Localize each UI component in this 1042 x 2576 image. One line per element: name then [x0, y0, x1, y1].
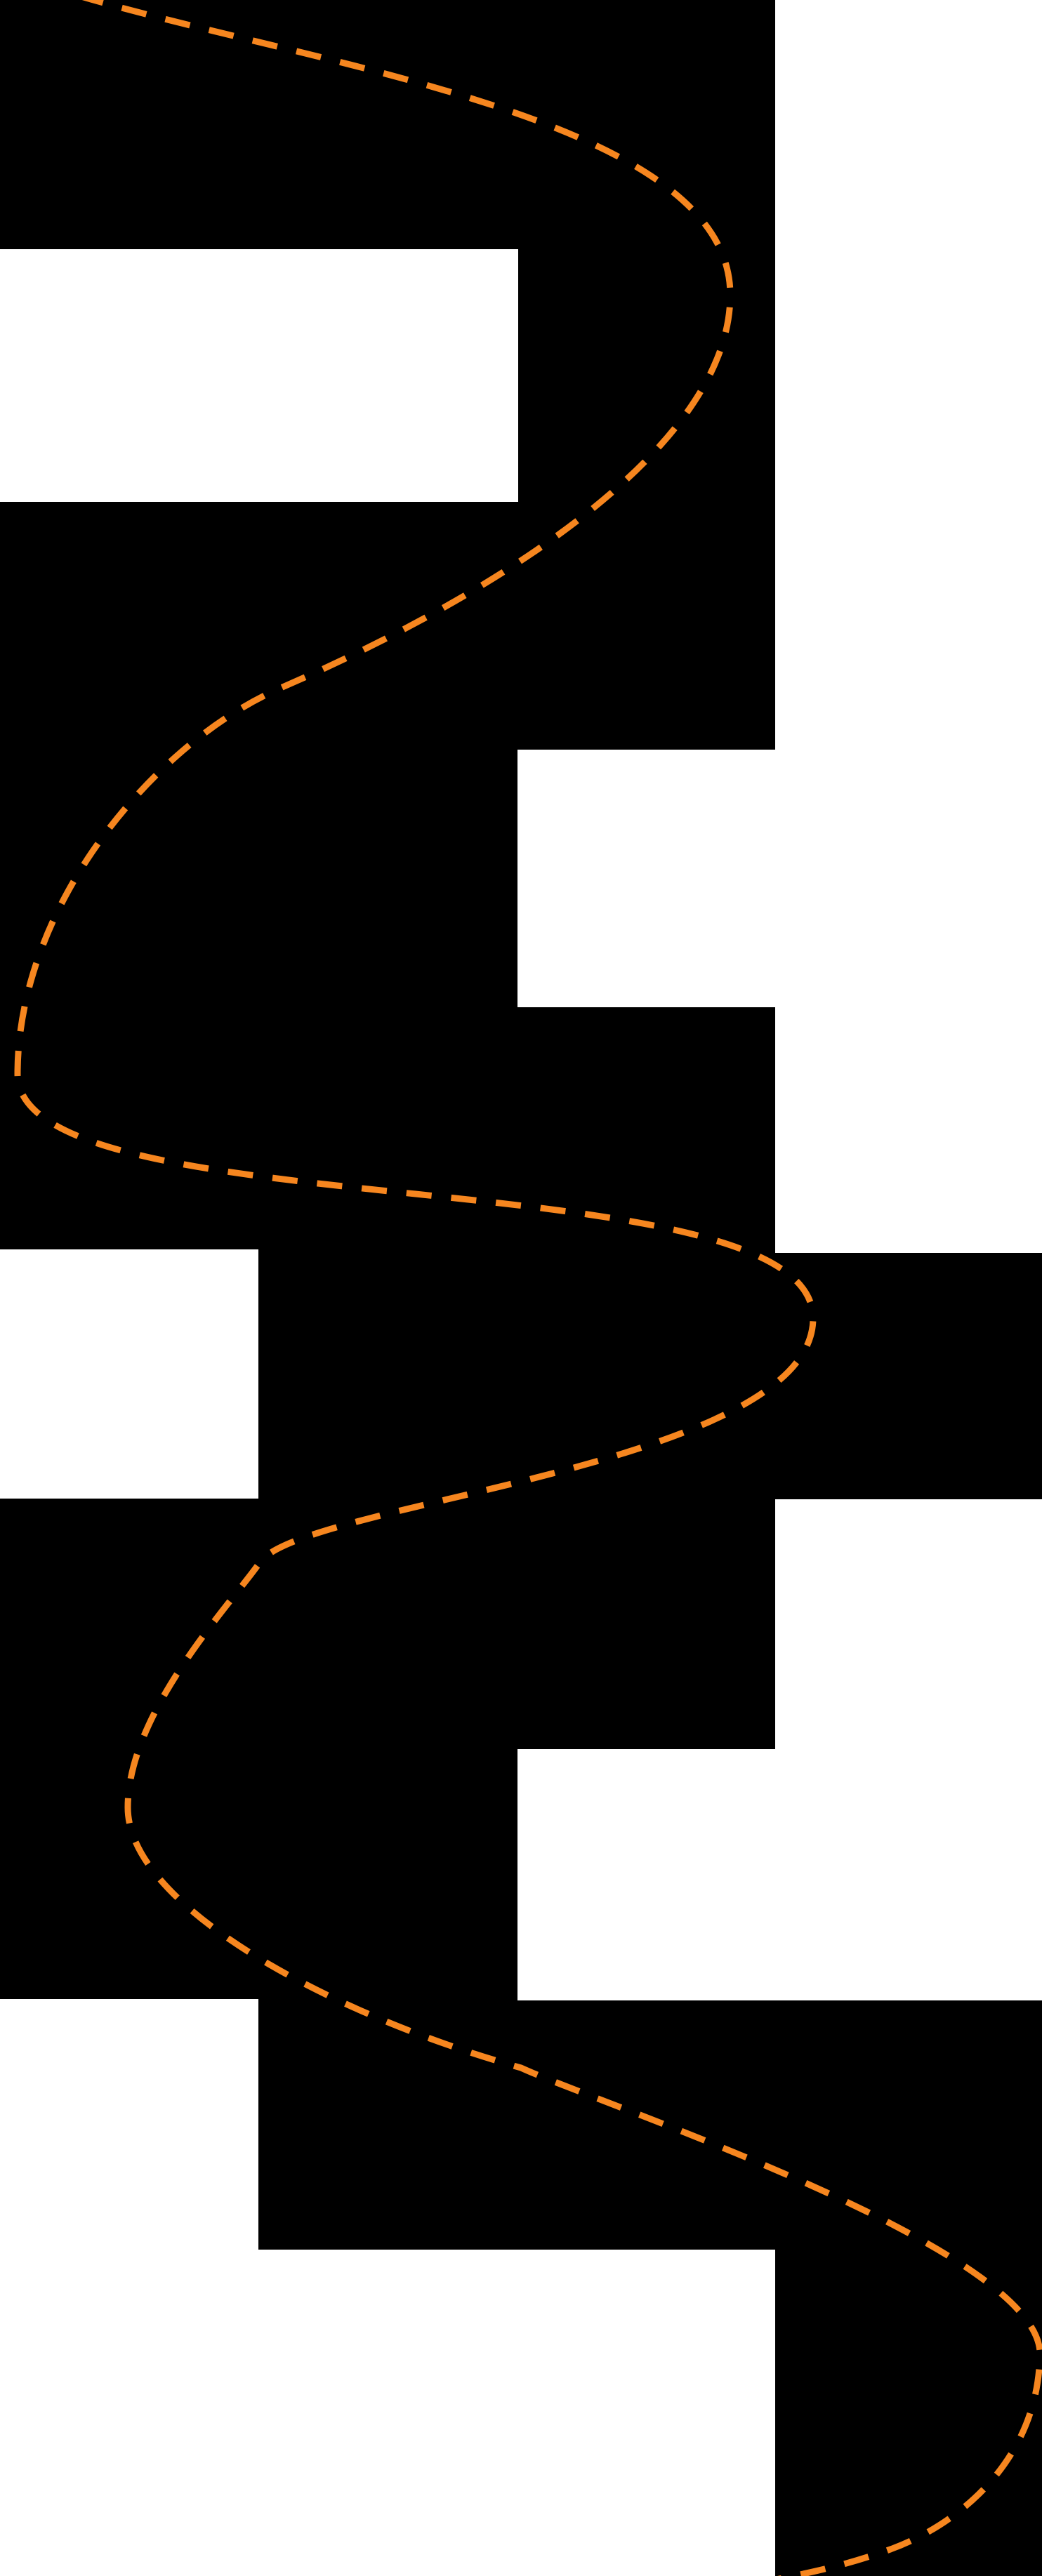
white-block-top-left [0, 249, 518, 502]
white-block-bottom-center [258, 2250, 775, 2576]
white-block-mid-left [0, 1249, 258, 1499]
white-block-lower-center [517, 1749, 775, 2000]
white-block-right-column [775, 0, 1042, 1253]
white-block-mid-right [775, 1499, 1042, 2000]
white-block-bottom-left [0, 1999, 258, 2576]
white-block-center [517, 750, 775, 1007]
